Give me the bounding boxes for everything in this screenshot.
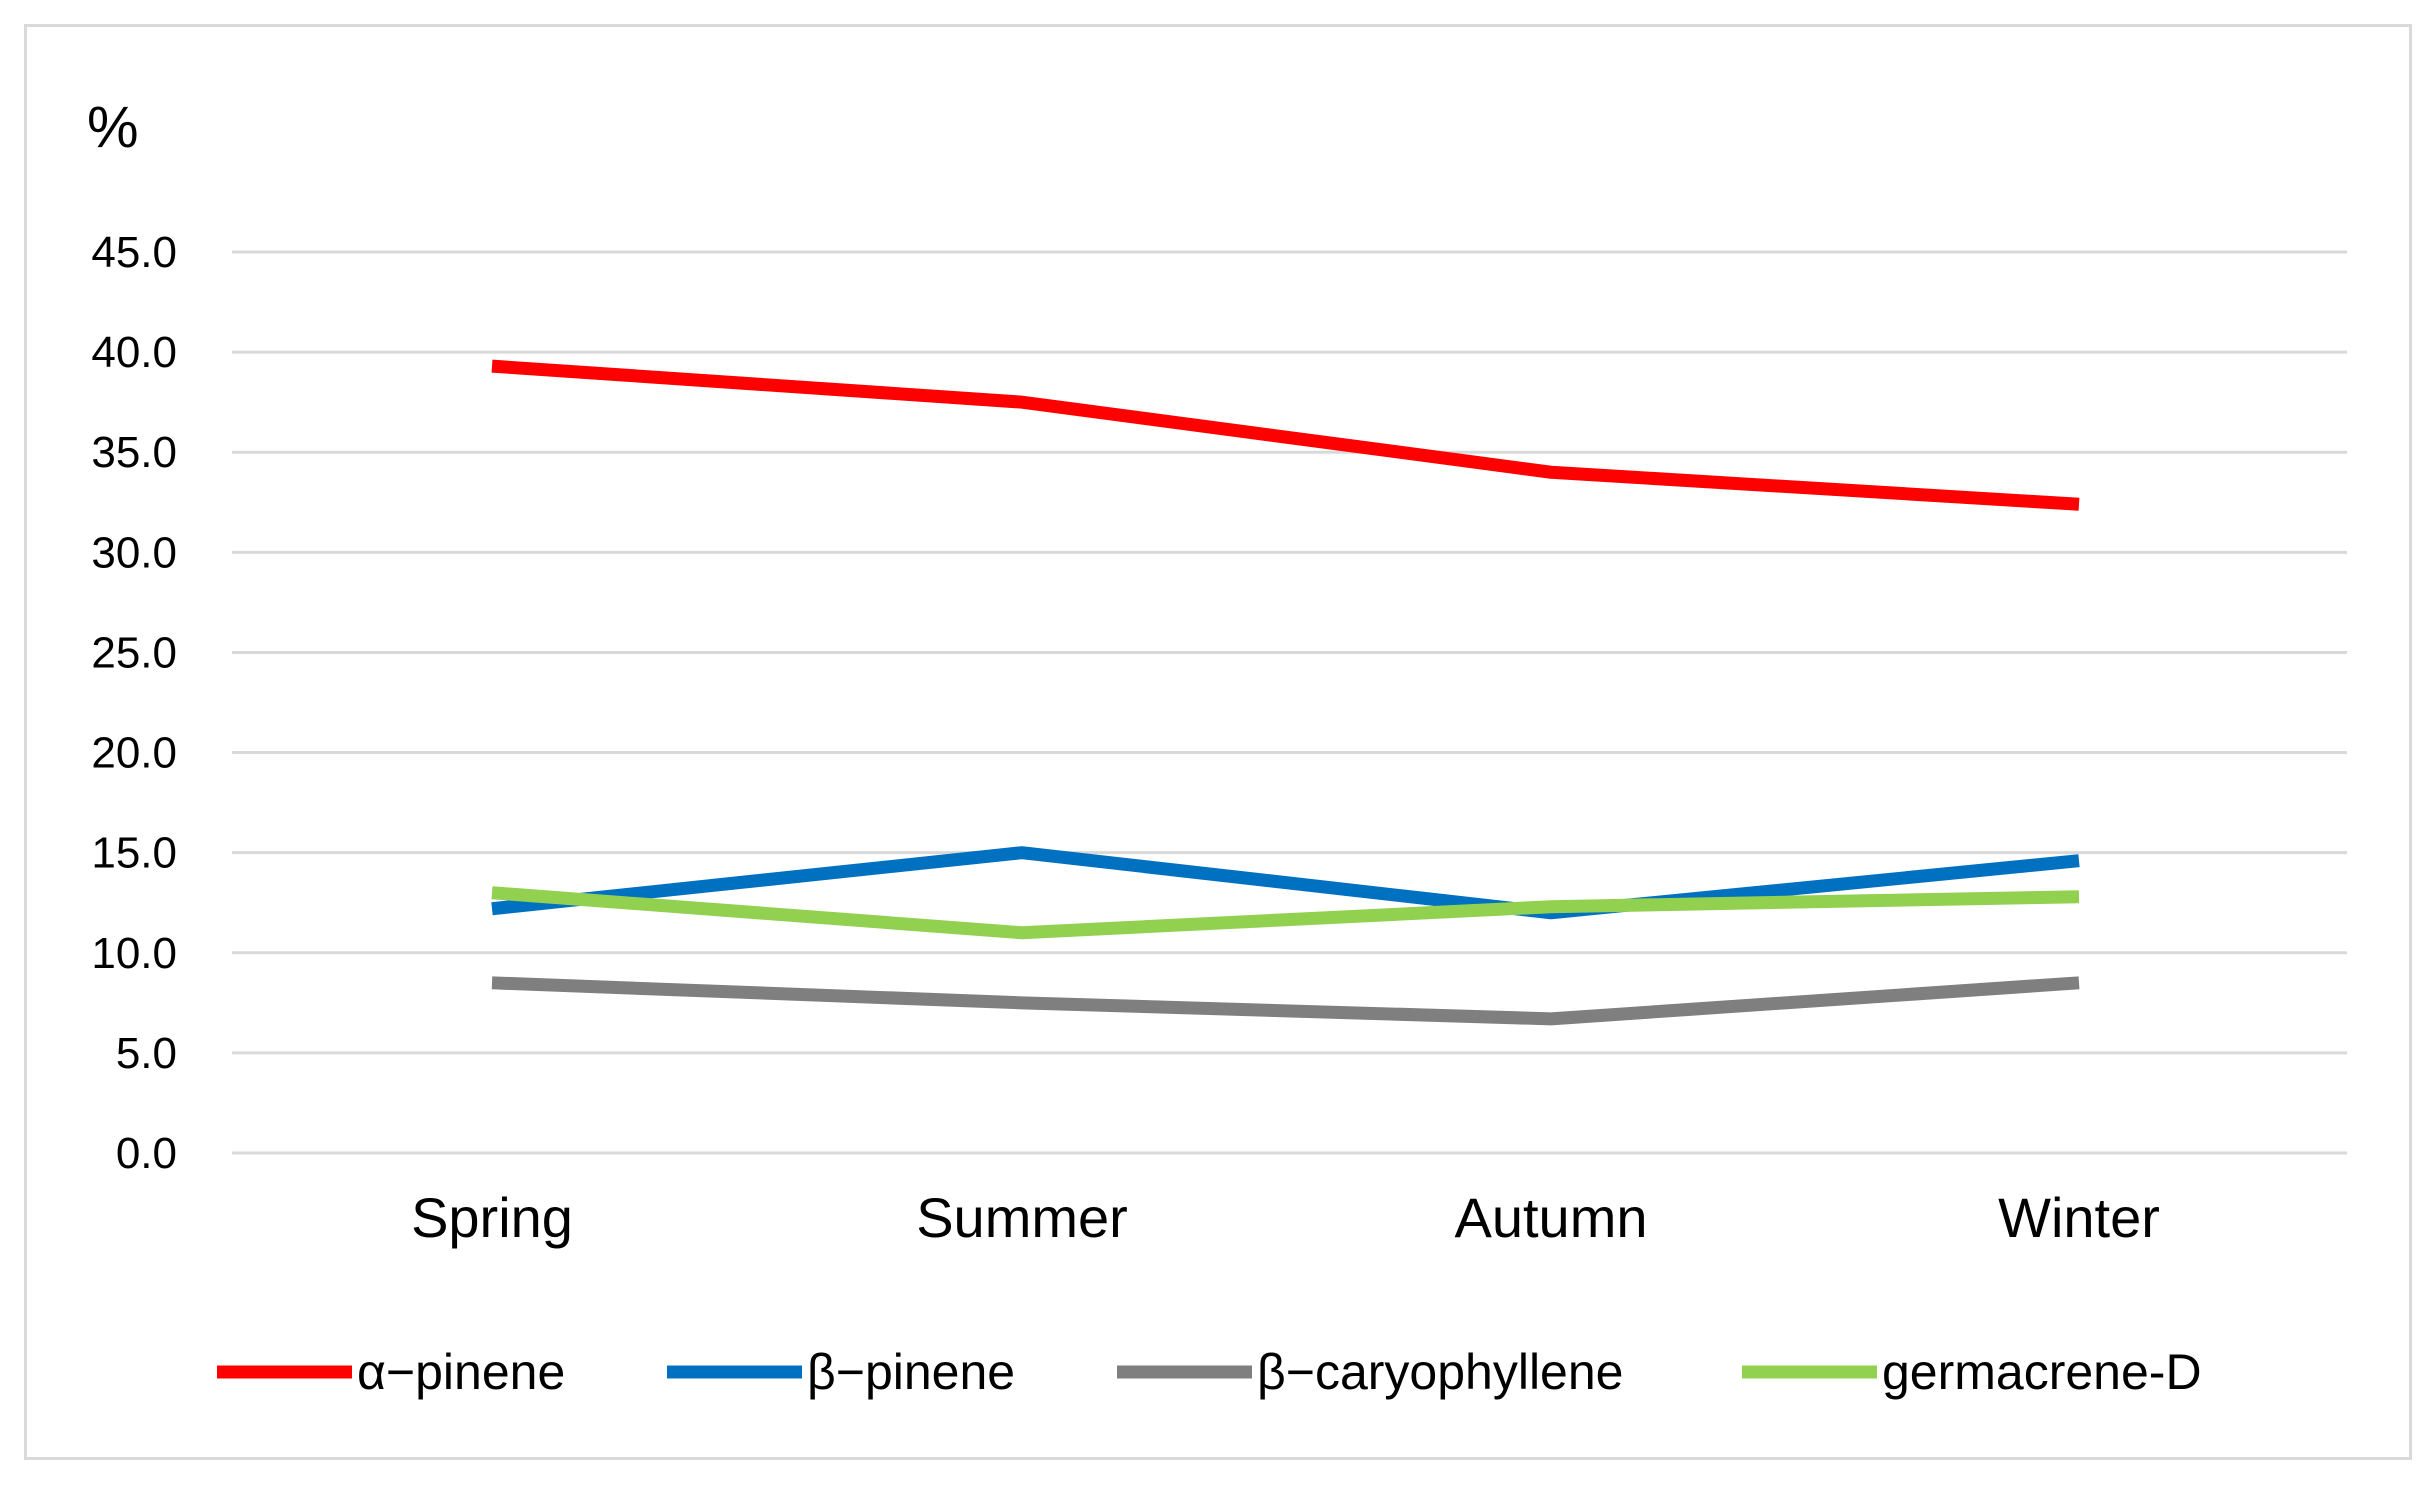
legend-label-0: α−pinene	[357, 1344, 565, 1400]
legend-label-1: β−pinene	[807, 1344, 1015, 1400]
y-tick-label-1: 5.0	[116, 1029, 177, 1078]
legend-label-3: germacrene-D	[1882, 1344, 2202, 1400]
y-axis-tick-labels: 0.0 5.0 10.0 15.0 20.0 25.0 30.0 35.0 40.0 45.0	[91, 228, 177, 1178]
x-category-label-2: Autumn	[1455, 1186, 1648, 1249]
line-chart: % 0.0 5.0 10.0 15.0 20.0 25.0 30.0 35.0 40.0 45.0…	[87, 95, 2347, 1400]
gridlines	[232, 250, 2347, 1155]
y-tick-label-2: 10.0	[91, 929, 177, 978]
x-category-label-1: Summer	[916, 1186, 1128, 1249]
series-lines	[491, 359, 2080, 1026]
y-tick-label-6: 30.0	[91, 528, 177, 577]
y-tick-label-8: 40.0	[91, 328, 177, 377]
series-line-2	[491, 976, 2080, 1026]
series-line-1	[491, 846, 2080, 920]
legend: α−pinene β−pinene β−caryophyllene germacren…	[217, 1344, 2202, 1400]
x-category-label-3: Winter	[1998, 1186, 2160, 1249]
y-tick-label-3: 15.0	[91, 829, 177, 878]
y-tick-label-9: 45.0	[91, 228, 177, 277]
chart-frame: % 0.0 5.0 10.0 15.0 20.0 25.0 30.0 35.0 40.0 45.0…	[24, 24, 2412, 1460]
series-line-3	[491, 886, 2080, 940]
legend-label-2: β−caryophyllene	[1257, 1344, 1623, 1400]
y-tick-label-5: 25.0	[91, 628, 177, 677]
y-tick-label-0: 0.0	[116, 1129, 177, 1178]
series-line-0	[491, 359, 2080, 511]
y-axis-unit-label: %	[87, 95, 139, 160]
x-axis-category-labels: Spring Summer Autumn Winter	[411, 1186, 2160, 1249]
y-tick-label-4: 20.0	[91, 729, 177, 778]
x-category-label-0: Spring	[411, 1186, 573, 1249]
y-tick-label-7: 35.0	[91, 428, 177, 477]
